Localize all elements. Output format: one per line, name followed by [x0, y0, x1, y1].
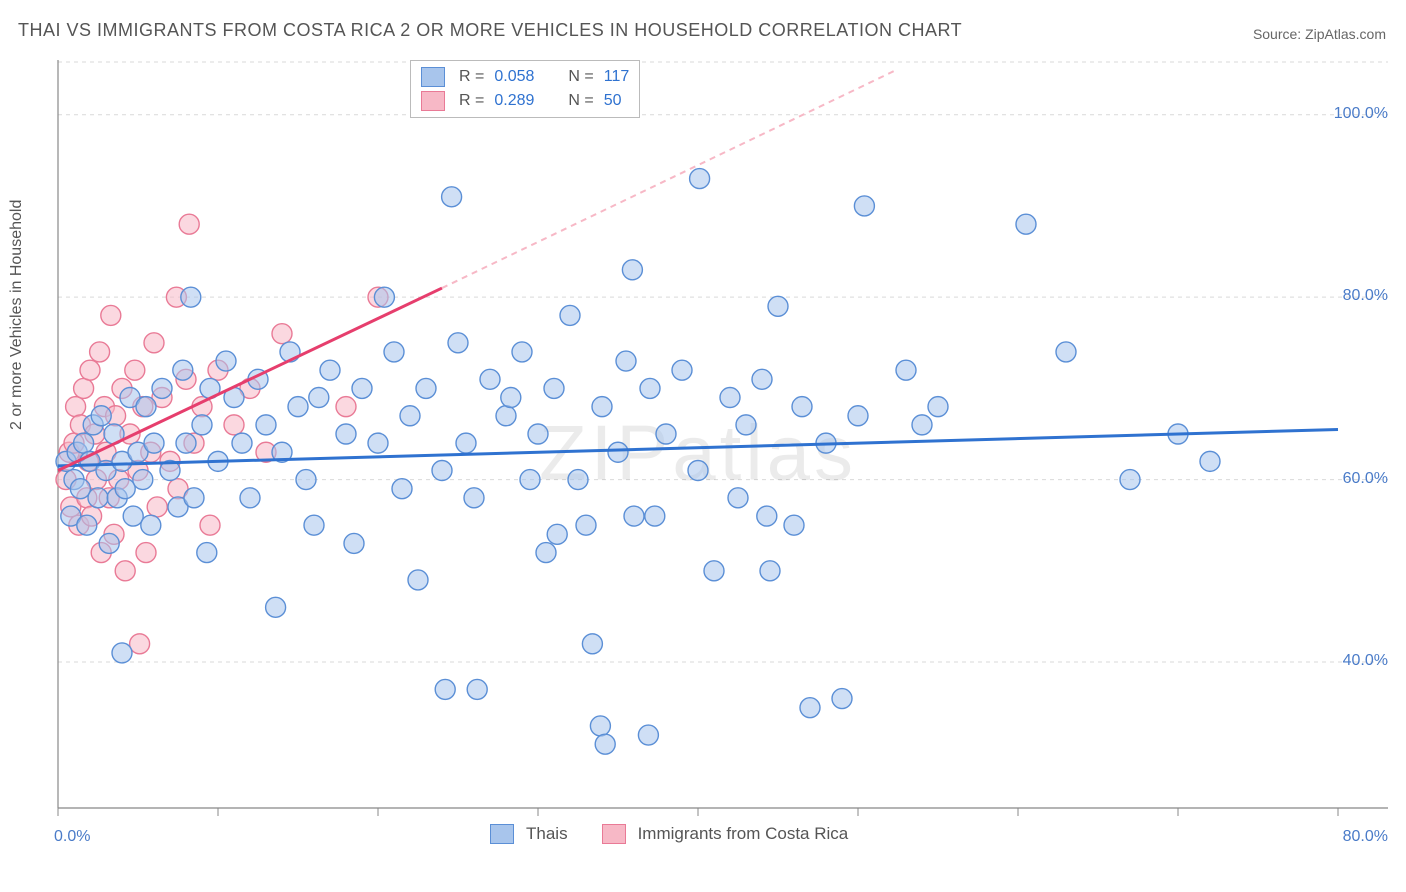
source-attribution: Source: ZipAtlas.com — [1253, 26, 1386, 42]
x-tick-label: 0.0% — [54, 828, 90, 846]
legend-row-costarica: R = 0.289N = 50 — [421, 89, 629, 113]
chart-title: THAI VS IMMIGRANTS FROM COSTA RICA 2 OR … — [18, 20, 962, 41]
y-tick-label: 60.0% — [1343, 470, 1388, 488]
chart-plot-area: ZIPatlas — [48, 56, 1388, 826]
y-tick-label: 100.0% — [1334, 105, 1388, 123]
y-tick-label: 80.0% — [1343, 287, 1388, 305]
legend-label-thai: Thais — [526, 824, 568, 844]
source-prefix: Source: — [1253, 26, 1305, 42]
swatch-costarica — [421, 91, 445, 111]
y-axis-label: 2 or more Vehicles in Household — [8, 200, 26, 430]
swatch-costarica — [602, 824, 626, 844]
series-legend: Thais Immigrants from Costa Rica — [490, 824, 848, 844]
y-tick-label: 40.0% — [1343, 652, 1388, 670]
chart-svg: ZIPatlas — [48, 56, 1388, 826]
x-tick-label: 80.0% — [1343, 828, 1388, 846]
correlation-legend: R = 0.058N = 117R = 0.289N = 50 — [410, 60, 640, 118]
legend-row-thai: R = 0.058N = 117 — [421, 65, 629, 89]
source-link[interactable]: ZipAtlas.com — [1305, 26, 1386, 42]
swatch-thai — [490, 824, 514, 844]
swatch-thai — [421, 67, 445, 87]
legend-label-costarica: Immigrants from Costa Rica — [638, 824, 849, 844]
